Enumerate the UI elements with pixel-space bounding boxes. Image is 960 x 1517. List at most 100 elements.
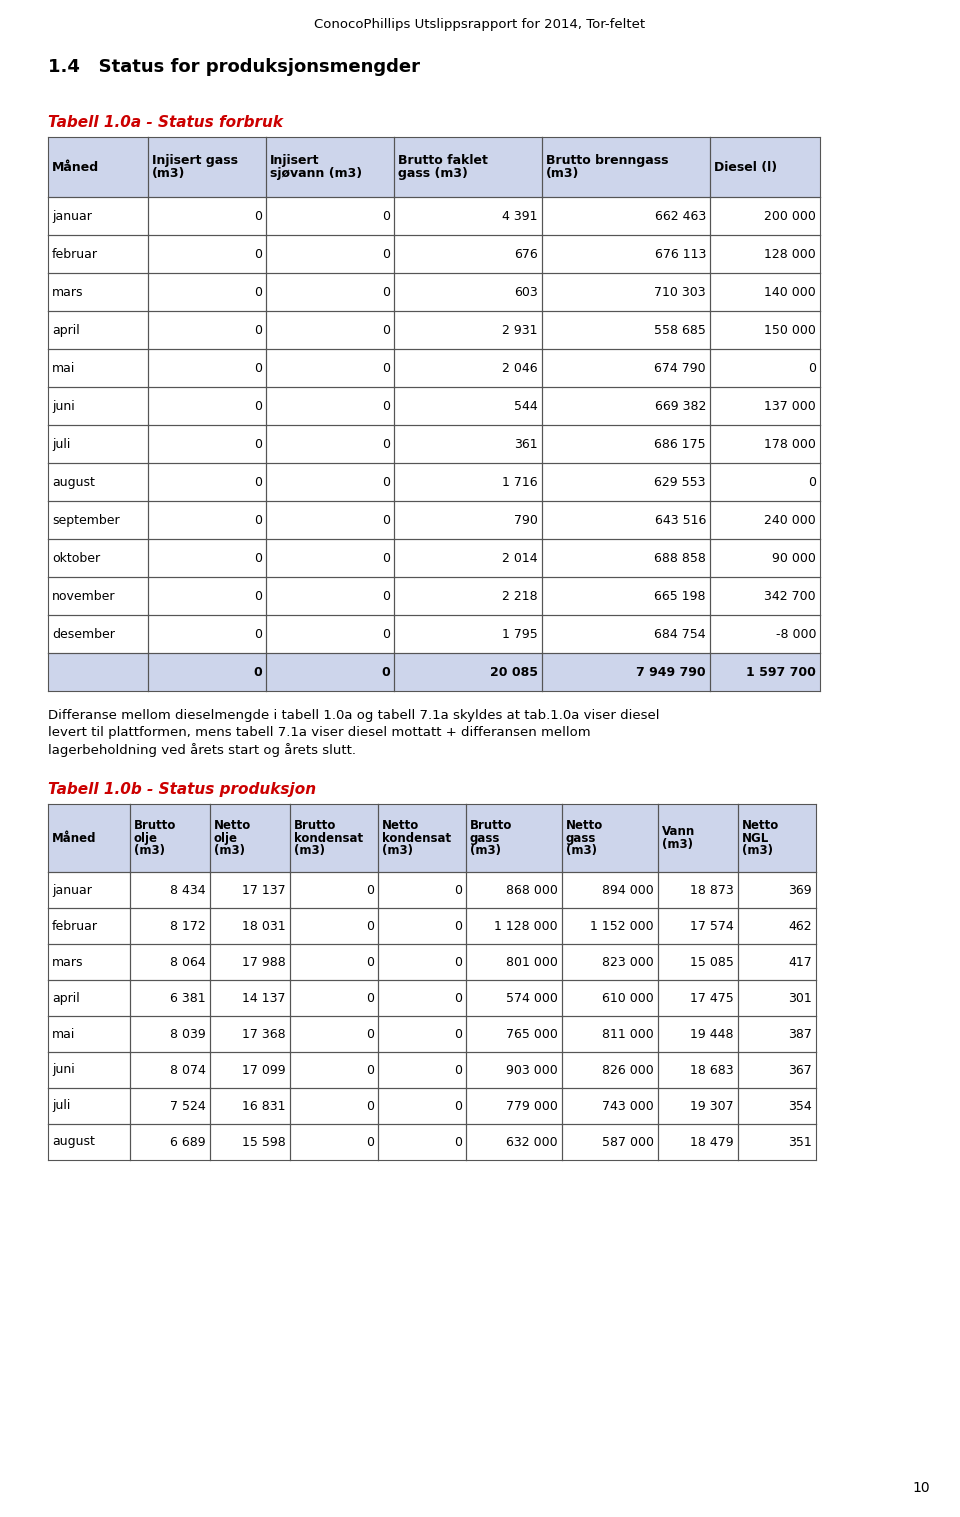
Text: 2 014: 2 014 <box>502 552 538 564</box>
Text: 544: 544 <box>515 399 538 413</box>
Text: 17 137: 17 137 <box>242 883 286 897</box>
Text: 765 000: 765 000 <box>506 1027 558 1041</box>
Text: 676: 676 <box>515 247 538 261</box>
Text: 684 754: 684 754 <box>655 628 706 640</box>
Text: kondensat: kondensat <box>382 831 451 845</box>
Text: (m3): (m3) <box>382 843 413 857</box>
Text: 369: 369 <box>788 883 812 897</box>
Text: (m3): (m3) <box>662 837 693 851</box>
Text: juni: juni <box>52 399 75 413</box>
Text: 1 128 000: 1 128 000 <box>494 919 558 933</box>
Text: 301: 301 <box>788 992 812 1004</box>
Text: desember: desember <box>52 628 115 640</box>
Text: 610 000: 610 000 <box>602 992 654 1004</box>
Text: 587 000: 587 000 <box>602 1136 654 1148</box>
Text: 0: 0 <box>366 919 374 933</box>
Text: 462: 462 <box>788 919 812 933</box>
Text: 643 516: 643 516 <box>655 513 706 526</box>
Text: 140 000: 140 000 <box>764 285 816 299</box>
Text: Differanse mellom dieselmengde i tabell 1.0a og tabell 7.1a skyldes at tab.1.0a : Differanse mellom dieselmengde i tabell … <box>48 708 660 722</box>
Bar <box>48 137 148 197</box>
Text: Brutto brenngass: Brutto brenngass <box>546 153 668 167</box>
Text: juni: juni <box>52 1063 75 1077</box>
Text: 18 873: 18 873 <box>690 883 734 897</box>
Bar <box>290 804 378 872</box>
Text: 0: 0 <box>366 1027 374 1041</box>
Text: 18 031: 18 031 <box>242 919 286 933</box>
Text: 178 000: 178 000 <box>764 437 816 451</box>
Text: Netto: Netto <box>742 819 780 833</box>
Text: 0: 0 <box>382 437 390 451</box>
Bar <box>542 137 710 197</box>
Text: 662 463: 662 463 <box>655 209 706 223</box>
Text: 18 683: 18 683 <box>690 1063 734 1077</box>
Text: 823 000: 823 000 <box>602 956 654 968</box>
Text: Injisert: Injisert <box>270 153 320 167</box>
Text: 2 218: 2 218 <box>502 590 538 602</box>
Text: 4 391: 4 391 <box>502 209 538 223</box>
Text: 0: 0 <box>382 361 390 375</box>
Text: mai: mai <box>52 361 76 375</box>
Text: 0: 0 <box>254 399 262 413</box>
Text: 0: 0 <box>382 628 390 640</box>
Text: gass: gass <box>566 831 596 845</box>
Text: 0: 0 <box>366 992 374 1004</box>
Text: 351: 351 <box>788 1136 812 1148</box>
Text: NGL: NGL <box>742 831 769 845</box>
Text: 801 000: 801 000 <box>506 956 558 968</box>
Text: 0: 0 <box>454 883 462 897</box>
Text: 0: 0 <box>382 323 390 337</box>
Bar <box>542 652 710 692</box>
Text: august: august <box>52 475 95 488</box>
Text: 629 553: 629 553 <box>655 475 706 488</box>
Text: 1 152 000: 1 152 000 <box>590 919 654 933</box>
Text: 1.4   Status for produksjonsmengder: 1.4 Status for produksjonsmengder <box>48 58 420 76</box>
Text: 8 172: 8 172 <box>170 919 206 933</box>
Text: 200 000: 200 000 <box>764 209 816 223</box>
Text: Tabell 1.0b - Status produksjon: Tabell 1.0b - Status produksjon <box>48 781 316 796</box>
Text: 743 000: 743 000 <box>602 1100 654 1112</box>
Text: mars: mars <box>52 956 84 968</box>
Text: Måned: Måned <box>52 831 97 845</box>
Text: november: november <box>52 590 115 602</box>
Text: gass: gass <box>470 831 500 845</box>
Text: Brutto: Brutto <box>134 819 177 833</box>
Text: 128 000: 128 000 <box>764 247 816 261</box>
Text: 0: 0 <box>382 209 390 223</box>
Text: 0: 0 <box>254 437 262 451</box>
Text: 868 000: 868 000 <box>506 883 558 897</box>
Text: 669 382: 669 382 <box>655 399 706 413</box>
Text: 0: 0 <box>382 475 390 488</box>
Text: januar: januar <box>52 209 92 223</box>
Text: april: april <box>52 992 80 1004</box>
Text: 903 000: 903 000 <box>506 1063 558 1077</box>
Text: 779 000: 779 000 <box>506 1100 558 1112</box>
Text: 8 064: 8 064 <box>170 956 206 968</box>
Bar <box>48 804 130 872</box>
Text: 894 000: 894 000 <box>602 883 654 897</box>
Text: 0: 0 <box>254 361 262 375</box>
Text: 17 574: 17 574 <box>690 919 734 933</box>
Text: juli: juli <box>52 1100 70 1112</box>
Text: september: september <box>52 513 120 526</box>
Text: 17 368: 17 368 <box>242 1027 286 1041</box>
Text: 0: 0 <box>382 247 390 261</box>
Text: 18 479: 18 479 <box>690 1136 734 1148</box>
Text: 90 000: 90 000 <box>772 552 816 564</box>
Text: 0: 0 <box>808 475 816 488</box>
Bar <box>48 652 148 692</box>
Text: 0: 0 <box>366 1100 374 1112</box>
Text: 0: 0 <box>254 323 262 337</box>
Text: Brutto: Brutto <box>294 819 336 833</box>
Bar <box>562 804 658 872</box>
Text: Netto: Netto <box>382 819 420 833</box>
Text: 0: 0 <box>454 956 462 968</box>
Bar <box>394 652 542 692</box>
Text: Diesel (l): Diesel (l) <box>714 161 778 173</box>
Text: 16 831: 16 831 <box>243 1100 286 1112</box>
Text: 558 685: 558 685 <box>654 323 706 337</box>
Text: (m3): (m3) <box>294 843 325 857</box>
Text: 150 000: 150 000 <box>764 323 816 337</box>
Bar <box>738 804 816 872</box>
Text: 0: 0 <box>382 552 390 564</box>
